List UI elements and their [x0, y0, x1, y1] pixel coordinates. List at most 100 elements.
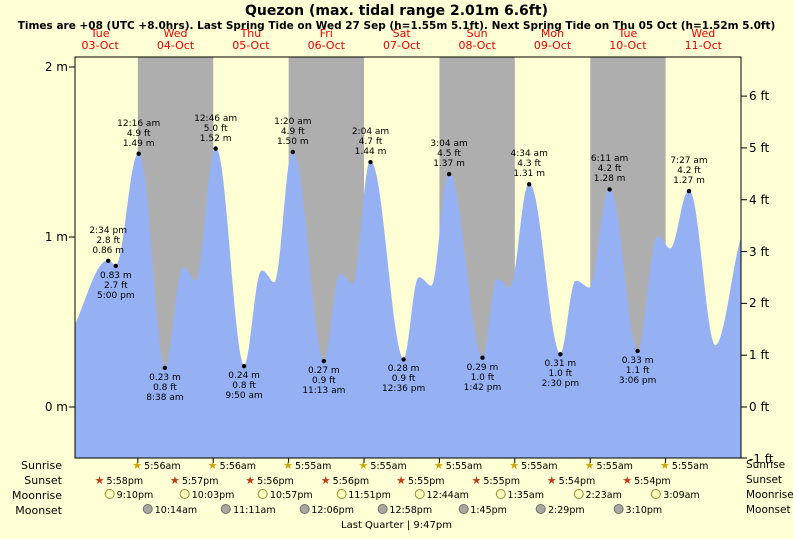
plot-border	[74, 56, 742, 459]
day-weekday: Sat	[392, 27, 411, 40]
astro-time: 3:10pm	[625, 505, 663, 516]
high-tide-annotation: 1:20 am 4.9 ft 1.50 m	[274, 117, 311, 147]
tide-extreme-dot	[290, 149, 295, 155]
astro-sunset-entry: ★ 5:56pm	[321, 474, 370, 487]
chart-title: Quezon (max. tidal range 2.01m 6.6ft)	[245, 3, 548, 19]
left-axis-label: 0 m	[44, 400, 68, 414]
low-tide-annotation: 0.28 m 0.9 ft 12:36 pm	[382, 364, 425, 394]
annotation-line: 3:04 am	[430, 139, 468, 150]
tide-extreme-dot	[446, 171, 452, 177]
moonrise-circle-icon	[104, 489, 115, 499]
day-date: 06-Oct	[307, 39, 345, 52]
tide-extreme-dot	[213, 146, 218, 151]
astro-time: 5:56pm	[257, 476, 294, 487]
sunset-star-icon: ★	[245, 474, 256, 487]
astro-sunrise-entry: ★ 5:56am	[208, 459, 256, 472]
annotation-line: 4.2 ft	[597, 164, 622, 175]
astro-sunset-entry: ★ 5:57pm	[170, 474, 219, 487]
tide-extreme-dot	[686, 188, 692, 194]
annotation-line: 4.9 ft	[126, 128, 151, 139]
day-weekday: Fri	[319, 27, 333, 40]
annotation-line: 6:11 am	[590, 154, 629, 165]
astro-time: 5:54pm	[634, 476, 671, 487]
day-date: 05-Oct	[232, 39, 270, 52]
annotation-line: 1.50 m	[276, 137, 309, 147]
astro-sunrise-entry: ★ 5:56am	[132, 459, 180, 472]
row-label-moonset-right: Moonset	[746, 504, 791, 516]
astro-time: 5:56am	[144, 461, 181, 472]
row-label-sunrise-left: Sunrise	[20, 459, 62, 472]
annotation-line: 0.24 m	[228, 371, 260, 382]
day-weekday: Thu	[240, 27, 262, 40]
astro-time: 5:58pm	[106, 476, 144, 487]
annotation-line: 4.7 ft	[358, 137, 383, 148]
astro-moonset-entry: 12:06pm	[299, 504, 354, 516]
annotation-line: 0.27 m	[308, 366, 340, 377]
moonrise-circle-icon	[573, 489, 584, 499]
astro-moonset-entry: 12:58pm	[377, 504, 432, 516]
moonset-circle-icon	[299, 504, 310, 514]
astro-time: 12:44am	[426, 490, 469, 501]
annotation-line: 0.83 m	[99, 270, 132, 281]
day-weekday: Mon	[540, 27, 565, 40]
astro-moonrise-entry: 12:44am	[414, 489, 469, 501]
astro-time: 12:58pm	[389, 505, 433, 516]
day-weekday: Wed	[691, 27, 716, 40]
high-tide-annotation: 3:04 am 4.5 ft 1.37 m	[430, 139, 467, 169]
sunset-star-icon: ★	[320, 474, 331, 487]
astro-moonrise-entry: 9:10pm	[104, 489, 154, 501]
day-date: 07-Oct	[383, 39, 421, 52]
right-axis-label: -1 ft	[749, 451, 774, 466]
astro-sunset-entry: ★ 5:55pm	[396, 474, 445, 487]
sunset-star-icon: ★	[169, 474, 180, 487]
annotation-line: 0.23 m	[149, 372, 181, 383]
day-weekday: Sun	[466, 27, 488, 40]
high-tide-annotation: 2:34 pm 2.8 ft 0.86 m	[89, 226, 127, 256]
astro-moonrise-entry: 10:57pm	[257, 489, 313, 501]
astro-sunrise-entry: ★ 5:55am	[585, 459, 633, 472]
annotation-line: 4.5 ft	[437, 149, 461, 160]
moonset-circle-icon	[221, 504, 232, 514]
astro-time: 9:10pm	[116, 490, 154, 501]
astro-sunset-entry: ★ 5:56pm	[245, 474, 294, 487]
row-label-sunset-right: Sunset	[746, 474, 783, 486]
chart-subtitle: Times are +08 (UTC +8.0hrs). Last Spring…	[17, 20, 776, 32]
high-tide-annotation: 12:16 am 4.9 ft 1.49 m	[117, 119, 160, 149]
tide-curve	[74, 148, 742, 459]
annotation-line: 1.52 m	[199, 133, 232, 144]
astro-moonset-entry: 2:29pm	[535, 504, 585, 516]
annotation-line: 1.49 m	[122, 138, 155, 149]
astro-moonset-entry: 10:14am	[142, 504, 197, 516]
astro-sunset-entry: ★ 5:54pm	[622, 474, 671, 487]
day-date: 11-Oct	[684, 39, 722, 52]
sunrise-star-icon: ★	[358, 459, 369, 472]
astro-sunrise-entry: ★ 5:55am	[358, 459, 406, 472]
tide-extreme-dot	[162, 365, 168, 371]
astro-time: 5:55am	[445, 461, 483, 472]
right-axis-label: 3 ft	[749, 244, 770, 259]
annotation-line: 2:04 am	[351, 127, 390, 138]
tide-extreme-dot	[635, 348, 640, 354]
right-axis-label: 1 ft	[749, 348, 770, 363]
right-axis-label: 6 ft	[749, 89, 770, 104]
tide-extreme-dot	[480, 355, 485, 360]
high-tide-annotation: 6:11 am 4.2 ft 1.28 m	[591, 154, 628, 184]
astro-moonset-entry: 1:45pm	[458, 504, 507, 516]
astro-time: 5:56am	[219, 461, 256, 472]
astro-time: 5:55am	[671, 461, 709, 472]
day-date: 03-Oct	[81, 39, 119, 52]
sunset-star-icon: ★	[622, 474, 633, 487]
right-axis-label: 0 ft	[749, 400, 770, 414]
astro-time: 11:11am	[233, 505, 276, 516]
annotation-line: 1.0 ft	[548, 369, 573, 380]
tide-extreme-dot	[527, 182, 532, 187]
astro-time: 5:55am	[596, 461, 633, 472]
day-date: 04-Oct	[156, 39, 195, 52]
moonrise-circle-icon	[336, 489, 347, 499]
annotation-line: 1.27 m	[673, 176, 705, 187]
astro-time: 5:55am	[521, 461, 558, 472]
annotation-line: 7:27 am	[670, 156, 708, 167]
astro-sunset-entry: ★ 5:54pm	[547, 474, 596, 487]
annotation-line: 0.86 m	[92, 245, 125, 256]
